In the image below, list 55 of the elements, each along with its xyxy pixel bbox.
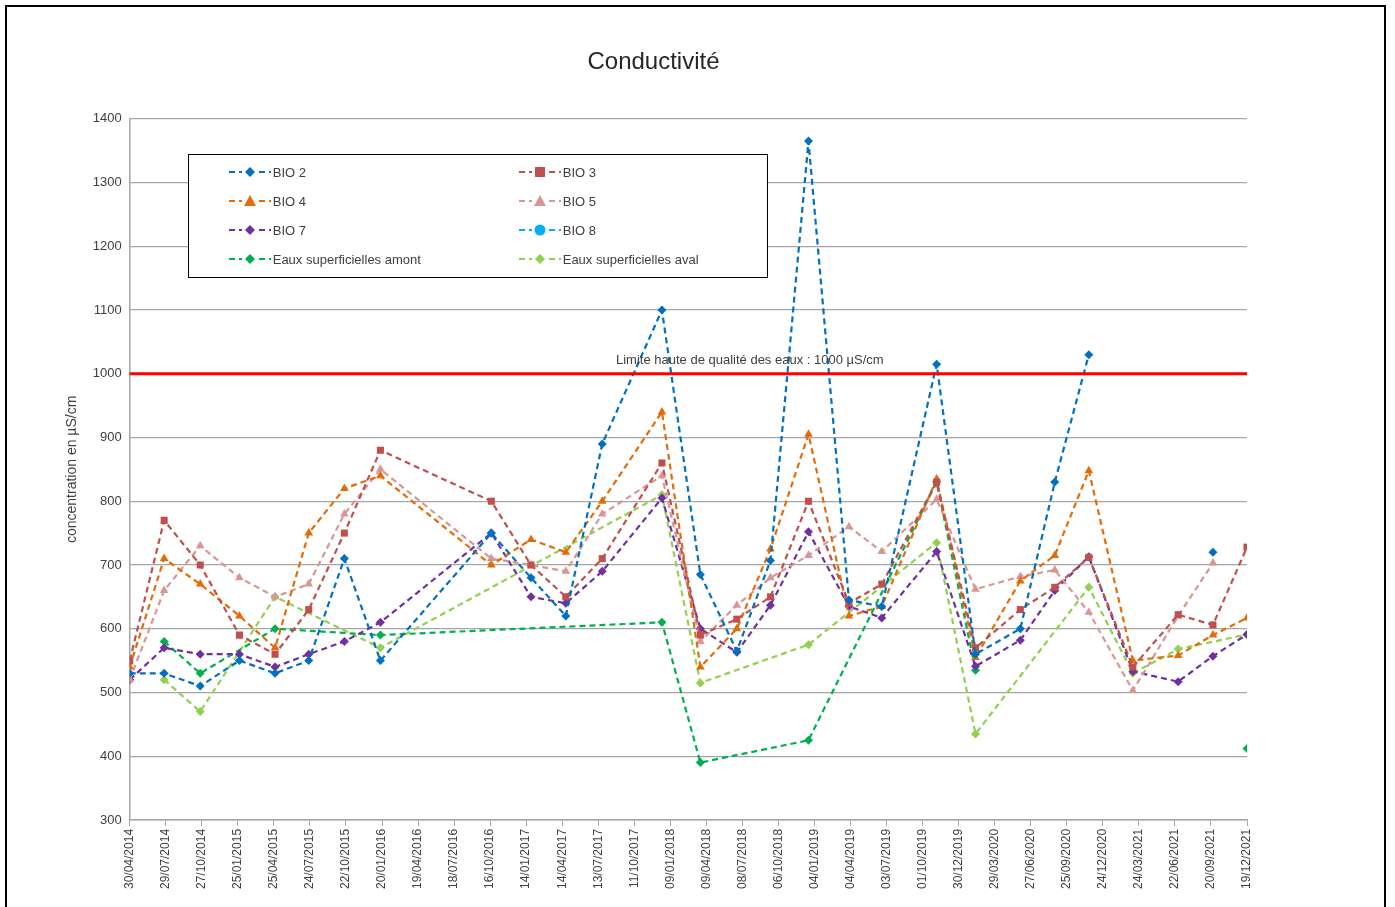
legend-label: BIO 8: [562, 222, 596, 238]
x-tick-label: 11/10/2017: [626, 828, 641, 889]
x-tick-label: 29/07/2014: [158, 828, 173, 889]
legend-label: BIO 2: [272, 164, 306, 180]
x-tick-label: 24/12/2020: [1095, 828, 1110, 889]
x-tick-label: 14/04/2017: [554, 828, 569, 889]
x-tick-label: 18/07/2016: [446, 828, 461, 889]
legend-label: BIO 3: [562, 164, 596, 180]
legend-label: BIO 5: [562, 193, 596, 209]
x-tick-label: 09/01/2018: [662, 828, 677, 889]
y-tick-label: 800: [100, 492, 122, 508]
x-tick-label: 29/03/2020: [987, 828, 1002, 889]
x-tick-label: 25/04/2015: [266, 828, 281, 889]
legend-label: Eaux superficielles aval: [562, 251, 699, 267]
y-tick-label: 600: [100, 620, 122, 636]
x-tick-label: 27/06/2020: [1023, 828, 1038, 889]
x-tick-label: 14/01/2017: [518, 828, 533, 889]
x-tick-label: 30/12/2019: [950, 828, 965, 889]
y-tick-label: 900: [100, 429, 122, 445]
x-tick-label: 20/09/2021: [1203, 828, 1218, 889]
x-tick-label: 24/07/2015: [302, 828, 317, 889]
y-tick-label: 500: [100, 684, 122, 700]
legend-label: Eaux superficielles amont: [272, 251, 421, 267]
y-axis-title: concentration en µS/cm: [63, 395, 80, 544]
x-tick-label: 30/04/2014: [122, 828, 137, 889]
x-tick-label: 16/10/2016: [482, 828, 497, 889]
x-tick-label: 19/04/2016: [410, 828, 425, 889]
legend-label: BIO 4: [272, 193, 306, 209]
x-tick-label: 19/12/2021: [1239, 828, 1254, 889]
x-tick-label: 06/10/2018: [770, 828, 785, 889]
x-tick-label: 24/03/2021: [1131, 828, 1146, 889]
x-tick-label: 04/01/2019: [806, 828, 821, 889]
x-tick-label: 01/10/2019: [914, 828, 929, 889]
chart-title: Conductivité: [587, 47, 720, 75]
x-tick-label: 22/06/2021: [1167, 828, 1182, 889]
x-tick-label: 25/09/2020: [1059, 828, 1074, 889]
x-tick-label: 04/04/2019: [842, 828, 857, 889]
y-tick-label: 300: [100, 811, 122, 827]
y-tick-label: 1100: [93, 301, 122, 317]
x-tick-label: 09/04/2018: [698, 828, 713, 889]
x-tick-label: 25/01/2015: [230, 828, 245, 889]
y-tick-label: 1400: [92, 110, 122, 126]
x-tick-label: 08/07/2018: [734, 828, 749, 889]
y-tick-label: 1000: [92, 365, 122, 381]
y-tick-label: 400: [100, 747, 122, 763]
ref-line-label: Limite haute de qualité des eaux : 1000 µS/cm: [615, 351, 884, 367]
x-tick-label: 27/10/2014: [194, 828, 209, 889]
x-tick-label: 20/01/2016: [374, 828, 389, 889]
y-tick-label: 1300: [92, 174, 122, 190]
x-tick-label: 22/10/2015: [338, 828, 353, 889]
y-tick-label: 1200: [92, 237, 122, 253]
y-tick-label: 700: [100, 556, 122, 572]
legend-label: BIO 7: [272, 222, 306, 238]
x-tick-label: 03/07/2019: [878, 828, 893, 889]
x-tick-label: 13/07/2017: [590, 828, 605, 889]
